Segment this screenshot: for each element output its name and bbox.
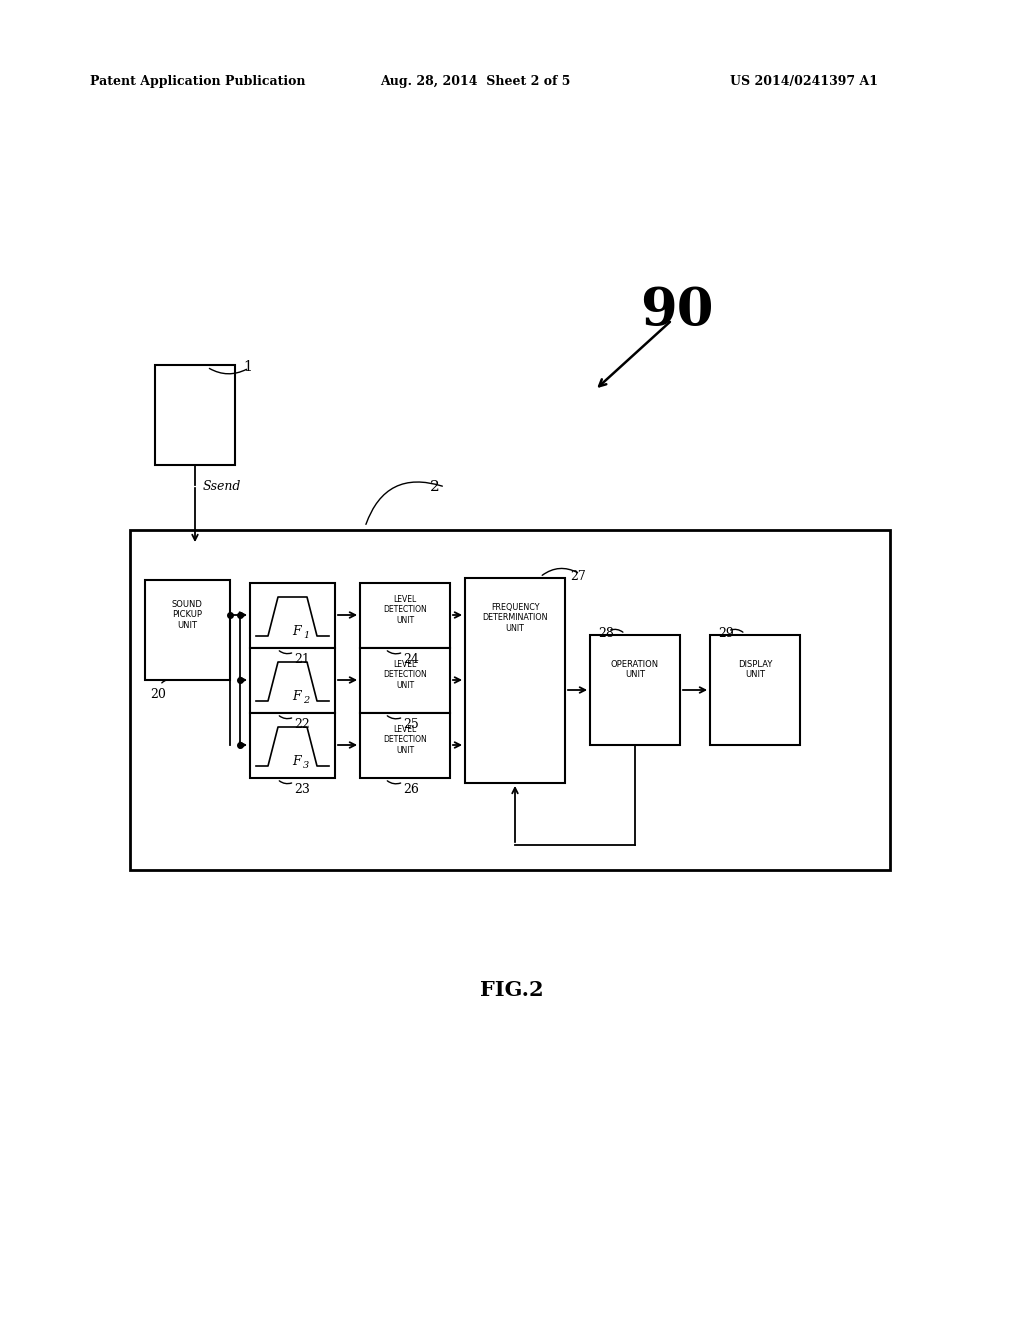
Text: OPERATION
UNIT: OPERATION UNIT: [611, 660, 659, 680]
Bar: [465, 578, 565, 783]
Text: Patent Application Publication: Patent Application Publication: [90, 75, 305, 88]
Text: DISPLAY
UNIT: DISPLAY UNIT: [738, 660, 772, 680]
Text: F: F: [293, 690, 301, 704]
Text: 26: 26: [403, 783, 419, 796]
Text: F: F: [293, 624, 301, 638]
Bar: [590, 635, 680, 744]
Text: 2: 2: [303, 696, 309, 705]
Bar: [250, 713, 335, 777]
Text: FREQUENCY
DETERMINATION
UNIT: FREQUENCY DETERMINATION UNIT: [482, 603, 548, 632]
Text: Ssend: Ssend: [203, 480, 242, 492]
Text: 22: 22: [294, 718, 310, 731]
Text: 20: 20: [150, 688, 166, 701]
Bar: [250, 583, 335, 648]
Text: 27: 27: [570, 570, 586, 583]
Bar: [250, 648, 335, 713]
Text: 29: 29: [718, 627, 734, 640]
Text: FIG.2: FIG.2: [480, 979, 544, 1001]
Bar: [360, 648, 450, 713]
Text: Aug. 28, 2014  Sheet 2 of 5: Aug. 28, 2014 Sheet 2 of 5: [380, 75, 570, 88]
Text: 24: 24: [403, 653, 419, 667]
Text: SOUND
PICKUP
UNIT: SOUND PICKUP UNIT: [172, 601, 203, 630]
Text: 25: 25: [403, 718, 419, 731]
Text: F: F: [293, 755, 301, 768]
Bar: [360, 713, 450, 777]
Text: 28: 28: [598, 627, 613, 640]
Bar: [130, 531, 890, 870]
Bar: [710, 635, 800, 744]
Bar: [155, 366, 234, 465]
Bar: [360, 583, 450, 648]
Text: 2: 2: [430, 480, 439, 494]
Text: 3: 3: [303, 762, 309, 770]
Text: 21: 21: [294, 653, 310, 667]
Bar: [145, 579, 230, 680]
Text: 23: 23: [294, 783, 310, 796]
Text: US 2014/0241397 A1: US 2014/0241397 A1: [730, 75, 878, 88]
Text: LEVEL
DETECTION
UNIT: LEVEL DETECTION UNIT: [383, 660, 427, 690]
Text: LEVEL
DETECTION
UNIT: LEVEL DETECTION UNIT: [383, 725, 427, 755]
Text: 90: 90: [640, 285, 714, 337]
Text: LEVEL
DETECTION
UNIT: LEVEL DETECTION UNIT: [383, 595, 427, 624]
Text: 1: 1: [303, 631, 309, 640]
Text: 1: 1: [243, 360, 252, 374]
